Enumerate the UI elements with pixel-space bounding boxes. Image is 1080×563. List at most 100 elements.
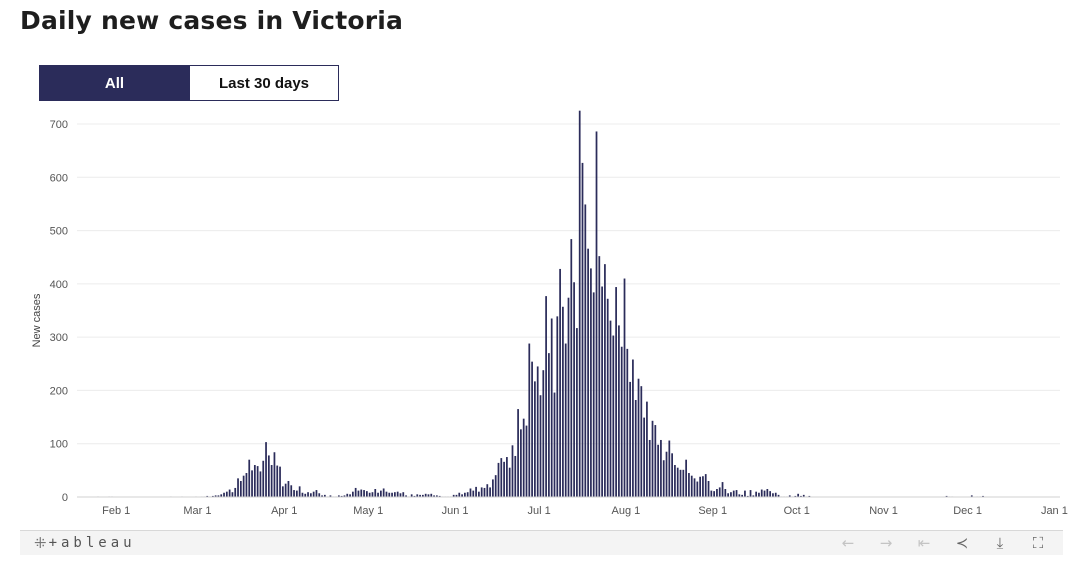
bar[interactable] [354, 487, 357, 497]
bar[interactable] [528, 343, 531, 497]
bar[interactable] [556, 316, 559, 497]
bar[interactable] [612, 335, 615, 497]
bar[interactable] [693, 478, 696, 497]
bar[interactable] [511, 445, 514, 497]
bar[interactable] [592, 292, 595, 497]
bar[interactable] [405, 495, 407, 497]
bar[interactable] [368, 492, 371, 497]
bar[interactable] [746, 495, 749, 497]
bar[interactable] [256, 466, 259, 497]
bar[interactable] [604, 264, 606, 497]
download-button[interactable]: ⤓ [983, 532, 1017, 554]
bar[interactable] [662, 460, 665, 497]
bar[interactable] [295, 490, 298, 497]
bar[interactable] [581, 162, 584, 497]
bar[interactable] [738, 494, 741, 497]
bar[interactable] [228, 489, 231, 497]
bar[interactable] [497, 462, 500, 497]
bar[interactable] [206, 495, 209, 497]
bar[interactable] [217, 495, 220, 497]
bar[interactable] [788, 495, 791, 497]
bar[interactable] [688, 473, 690, 497]
bar[interactable] [486, 484, 489, 497]
bar[interactable] [214, 495, 217, 497]
bar[interactable] [710, 490, 713, 497]
bar[interactable] [702, 476, 704, 497]
bar[interactable] [225, 491, 228, 497]
bar[interactable] [665, 451, 668, 497]
bar[interactable] [223, 492, 225, 497]
bar[interactable] [298, 486, 301, 497]
bar[interactable] [534, 381, 536, 497]
toggle-all-button[interactable]: All [40, 66, 189, 100]
bar[interactable] [618, 325, 620, 497]
bar[interactable] [413, 495, 416, 497]
bar[interactable] [531, 361, 533, 497]
bar[interactable] [646, 401, 648, 497]
bar[interactable] [525, 425, 528, 497]
bar[interactable] [506, 457, 508, 497]
bar[interactable] [253, 465, 256, 497]
bar[interactable] [626, 348, 629, 497]
bar[interactable] [576, 328, 578, 497]
bar[interactable] [466, 492, 469, 497]
bar[interactable] [307, 492, 309, 497]
bar[interactable] [970, 495, 973, 497]
bar[interactable] [469, 488, 472, 497]
bar[interactable] [363, 490, 365, 497]
bar[interactable] [279, 466, 281, 497]
bar[interactable] [220, 494, 223, 497]
bar[interactable] [464, 492, 466, 497]
bar[interactable] [637, 378, 640, 497]
bar[interactable] [721, 482, 724, 497]
bar[interactable] [777, 494, 780, 497]
bar[interactable] [237, 478, 239, 497]
tableau-logo[interactable]: ⁜ +ableau [34, 534, 136, 552]
bar[interactable] [654, 425, 657, 497]
bar[interactable] [727, 493, 729, 497]
bar[interactable] [416, 494, 419, 497]
bar[interactable] [744, 490, 746, 497]
bar[interactable] [542, 370, 545, 497]
undo-button[interactable]: ← [831, 532, 865, 554]
bar[interactable] [640, 386, 643, 497]
bar[interactable] [704, 474, 707, 497]
bar[interactable] [732, 490, 735, 497]
bar[interactable] [570, 239, 573, 497]
bar[interactable] [374, 489, 377, 497]
bar[interactable] [394, 492, 396, 497]
bar[interactable] [365, 491, 368, 497]
bar[interactable] [769, 491, 772, 497]
bar[interactable] [584, 204, 587, 497]
bar[interactable] [461, 494, 463, 497]
bar[interactable] [301, 492, 304, 497]
bar[interactable] [309, 493, 312, 497]
bar[interactable] [718, 487, 721, 497]
bar[interactable] [562, 306, 564, 497]
bar[interactable] [312, 491, 315, 497]
bar[interactable] [685, 459, 687, 497]
bar[interactable] [676, 467, 679, 497]
bar[interactable] [396, 491, 399, 497]
bar[interactable] [682, 469, 685, 497]
bar[interactable] [438, 495, 441, 497]
bar[interactable] [749, 490, 752, 497]
bar[interactable] [427, 494, 430, 497]
bar[interactable] [293, 490, 295, 497]
bar[interactable] [340, 495, 343, 497]
bar[interactable] [475, 486, 477, 497]
bar[interactable] [648, 439, 651, 497]
bar[interactable] [265, 442, 267, 497]
bar[interactable] [660, 439, 662, 497]
bar[interactable] [629, 381, 631, 497]
bar[interactable] [371, 492, 374, 497]
bar[interactable] [564, 343, 567, 497]
bar[interactable] [248, 459, 251, 497]
bar[interactable] [430, 493, 433, 497]
bar[interactable] [601, 286, 603, 497]
bar[interactable] [679, 469, 682, 497]
bar[interactable] [808, 495, 811, 497]
bar[interactable] [433, 495, 435, 497]
bar[interactable] [609, 320, 612, 497]
fullscreen-button[interactable]: ⛶ [1021, 532, 1055, 554]
